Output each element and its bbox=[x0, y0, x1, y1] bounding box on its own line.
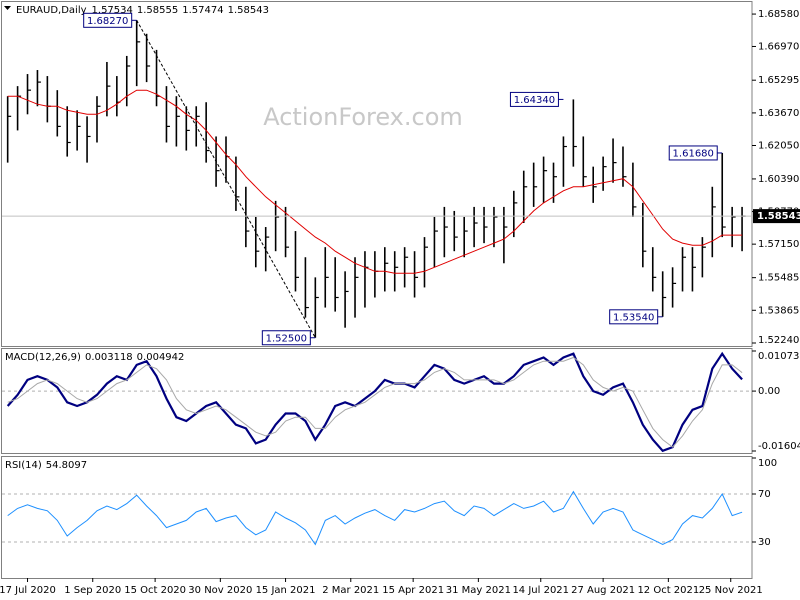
x-tick-label: 27 Aug 2021 bbox=[571, 585, 635, 596]
close-value: 1.58543 bbox=[228, 5, 269, 16]
x-tick-label: 17 Jul 2020 bbox=[0, 585, 56, 596]
y-tick-label: -0.016046 bbox=[758, 441, 800, 452]
high-value: 1.58555 bbox=[137, 5, 178, 16]
annotation-box bbox=[83, 12, 133, 28]
x-tick-label: 31 May 2021 bbox=[446, 585, 511, 596]
rsi-line bbox=[7, 490, 743, 546]
rsi-panel-frame bbox=[1, 456, 753, 579]
macd-line bbox=[6, 351, 743, 453]
signal-line bbox=[7, 356, 743, 448]
macd-header: MACD(12,26,9) 0.003118 0.004942 bbox=[5, 352, 184, 363]
y-tick-label: 0.00 bbox=[758, 386, 780, 397]
y-tick-label: 100 bbox=[758, 458, 777, 469]
price-panel-frame bbox=[1, 1, 753, 347]
symbol-title: EURAUD,Daily bbox=[16, 5, 87, 16]
x-tick-label: 30 Nov 2020 bbox=[188, 585, 252, 596]
x-tick-label: 15 Jan 2021 bbox=[256, 585, 316, 596]
y-tick-label: 1.63670 bbox=[758, 108, 799, 119]
y-tick-label: 1.55485 bbox=[758, 273, 799, 284]
x-tick-label: 25 Nov 2021 bbox=[699, 585, 763, 596]
moving-average bbox=[7, 89, 743, 274]
y-tick-label: 1.53865 bbox=[758, 305, 799, 316]
price-header: EURAUD,Daily 1.57534 1.58555 1.57474 1.58543 bbox=[16, 5, 269, 16]
y-tick-label: 70 bbox=[758, 489, 771, 500]
y-tick-label: 1.62050 bbox=[758, 141, 799, 152]
rsi-title: RSI(14) bbox=[5, 460, 42, 471]
annotation-label: 1.53540 bbox=[613, 312, 654, 323]
rsi-value: 54.8097 bbox=[46, 460, 87, 471]
y-tick-label: 1.52240 bbox=[758, 335, 799, 346]
menu-icon[interactable] bbox=[4, 6, 11, 10]
y-tick-label: 1.60390 bbox=[758, 174, 799, 185]
current-price-box bbox=[753, 209, 800, 224]
annotation-label: 1.52500 bbox=[266, 333, 307, 344]
x-tick-label: 2 Mar 2021 bbox=[322, 585, 379, 596]
annotation-label: 1.61680 bbox=[673, 148, 714, 159]
y-tick-label: 1.66970 bbox=[758, 41, 799, 52]
x-tick-label: 15 Oct 2020 bbox=[124, 585, 186, 596]
current-price-label: 1.58543 bbox=[757, 211, 800, 222]
rsi-header: RSI(14) 54.8097 bbox=[5, 460, 87, 471]
macd-title: MACD(12,26,9) bbox=[5, 352, 81, 363]
trend-line bbox=[136, 20, 316, 338]
y-tick-label: 1.65295 bbox=[758, 75, 799, 86]
open-value: 1.57534 bbox=[92, 5, 133, 16]
x-tick-label: 14 Jul 2021 bbox=[512, 585, 569, 596]
x-tick-label: 1 Sep 2020 bbox=[64, 585, 121, 596]
annotation-box bbox=[261, 330, 311, 346]
macd-panel-frame bbox=[1, 348, 753, 454]
x-tick-label: 15 Apr 2021 bbox=[382, 585, 444, 596]
annotation-box bbox=[509, 91, 559, 107]
y-tick-label: 0.010736 bbox=[758, 351, 800, 362]
macd-value: 0.003118 bbox=[85, 352, 133, 363]
y-tick-label: 30 bbox=[758, 537, 771, 548]
signal-value: 0.004942 bbox=[137, 352, 185, 363]
y-tick-label: 1.68580 bbox=[758, 9, 799, 20]
x-tick-label: 12 Oct 2021 bbox=[637, 585, 699, 596]
low-value: 1.57474 bbox=[182, 5, 223, 16]
annotation-label: 1.64340 bbox=[514, 95, 555, 106]
annotation-box bbox=[609, 309, 659, 325]
watermark: ActionForex.com bbox=[263, 103, 463, 131]
annotation-label: 1.68270 bbox=[87, 16, 128, 27]
annotation-box bbox=[668, 145, 718, 161]
y-tick-label: 1.57150 bbox=[758, 239, 799, 250]
